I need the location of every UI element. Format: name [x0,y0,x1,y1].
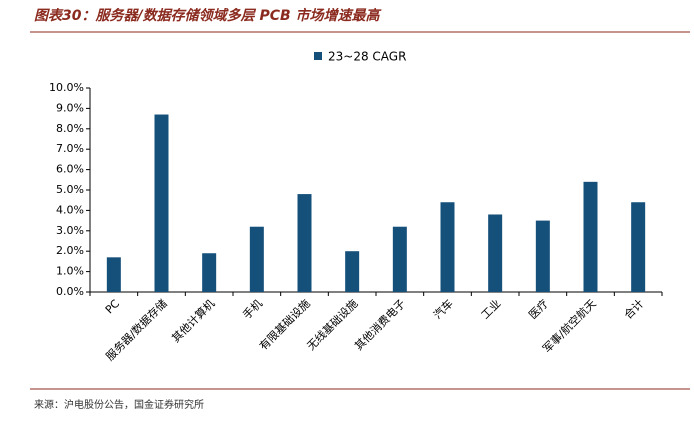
x-tick-label: 其他消费电子 [352,296,409,353]
bar [440,202,455,292]
x-tick-label: 其他计算机 [169,296,218,345]
x-tick-label: 医疗 [526,296,551,321]
x-tick-label: 手机 [240,296,265,321]
chart-title: 图表30：服务器/数据存储领域多层 PCB 市场增速最高 [34,7,383,24]
y-tick-label: 2.0% [56,244,84,257]
y-tick-label: 6.0% [56,163,84,176]
y-tick-label: 8.0% [56,122,84,135]
bar [202,253,217,292]
y-tick-label: 0.0% [56,285,84,298]
bar [631,202,646,292]
bar [154,114,169,293]
legend-swatch [314,52,322,60]
y-tick-label: 1.0% [56,265,84,278]
bar [249,226,264,292]
bar [583,181,598,292]
bar [392,226,407,292]
y-tick-label: 3.0% [56,224,84,237]
x-tick-label: PC [103,297,123,317]
y-tick-label: 5.0% [56,183,84,196]
y-tick-label: 9.0% [56,101,84,114]
x-tick-label: 合计 [621,296,646,321]
bar [345,251,360,292]
bar [297,194,312,292]
y-tick-label: 10.0% [49,81,84,94]
x-tick-label: 汽车 [430,296,455,321]
bar [535,220,550,292]
bar [106,257,121,292]
y-tick-label: 4.0% [56,203,84,216]
source: 来源：沪电股份公告，国金证券研究所 [34,398,204,411]
legend-label: 23~28 CAGR [328,50,406,64]
x-tick-label: 工业 [479,297,504,322]
bar [488,214,503,292]
y-tick-label: 7.0% [56,142,84,155]
